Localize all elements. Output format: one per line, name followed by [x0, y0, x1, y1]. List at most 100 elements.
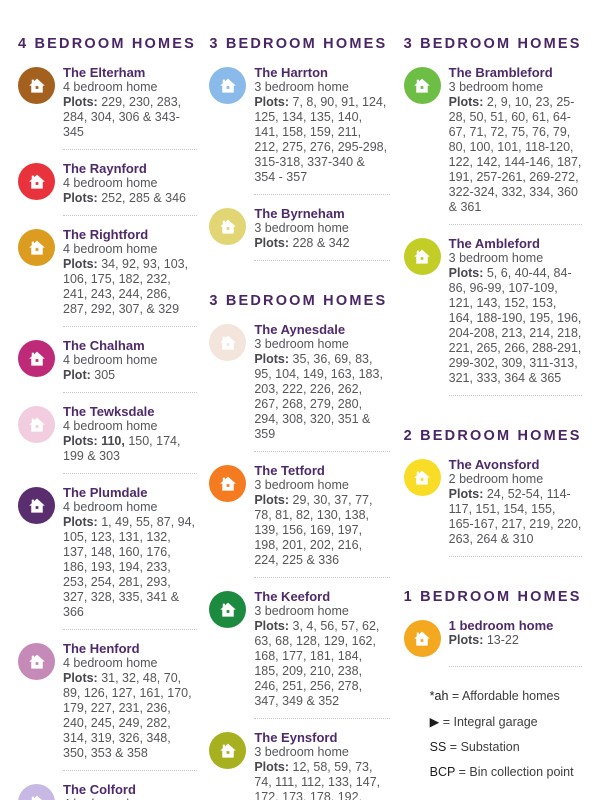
plots-label: Plots: — [254, 493, 293, 507]
home-name: The Tetford — [254, 463, 325, 478]
home-entry-the-aynesdale: The Aynesdale 3 bedroom home Plots: 35, … — [209, 322, 393, 442]
footnote: ▶ = Integral garage — [430, 714, 586, 729]
house-icon — [403, 238, 441, 275]
footnote-text: = Substation — [449, 740, 520, 754]
home-plots: Plots: 228 & 342 — [254, 236, 388, 251]
home-plots: Plots: 1, 49, 55, 87, 94, 105, 123, 131,… — [63, 515, 197, 620]
plots-label: Plots: — [448, 266, 487, 280]
plots-label: Plots: — [254, 760, 293, 774]
plots-label: Plots: — [254, 236, 293, 250]
home-name: The Keeford — [254, 589, 331, 604]
home-plots: Plots: 24, 52-54, 114-117, 151, 154, 155… — [449, 487, 583, 547]
house-icon — [403, 459, 441, 496]
home-description: 3 bedroom home — [254, 478, 349, 492]
home-name: The Avonsford — [448, 457, 540, 472]
dotted-divider — [254, 451, 390, 452]
home-entry-the-avonsford: The Avonsford 2 bedroom home Plots: 24, … — [403, 457, 586, 547]
house-icon — [18, 163, 55, 200]
column-3: 3 BEDROOM HOMES The Brambleford 3 bedroo… — [403, 36, 586, 800]
home-name: The Eynsford — [254, 730, 338, 745]
home-name: The Raynford — [63, 161, 147, 176]
home-entry-the-elterham: The Elterham 4 bedroom home Plots: 229, … — [18, 65, 201, 140]
plots-list: 305 — [94, 368, 116, 382]
plots-label: Plots: — [63, 95, 102, 109]
integral-garage-icon: ▶ — [429, 715, 443, 729]
home-description: 4 bedroom home — [63, 797, 197, 800]
home-plots: Plots: 5, 6, 40-44, 84-86, 96-99, 107-10… — [449, 266, 583, 386]
home-plots: Plots: 12, 58, 59, 73, 74, 111, 112, 133… — [254, 760, 388, 800]
home-entry-the-brambleford: The Brambleford 3 bedroom home Plots: 2,… — [403, 65, 586, 215]
footnote: SS = Substation — [430, 740, 586, 754]
dotted-divider — [448, 224, 582, 225]
section-header: 4 BEDROOM HOMES — [18, 36, 197, 52]
plots-list: 12, 58, 59, 73, 74, 111, 112, 133, 147, … — [254, 760, 381, 800]
section-header: 2 BEDROOM HOMES — [403, 428, 582, 444]
plots-list: 5, 6, 40-44, 84-86, 96-99, 107-109, 121,… — [448, 266, 582, 385]
home-description: 4 bedroom home — [63, 80, 158, 94]
home-plots: Plots: 34, 92, 93, 103, 106, 175, 182, 2… — [63, 257, 197, 317]
home-name: The Brambleford — [448, 65, 553, 80]
home-description: 4 bedroom home — [63, 419, 158, 433]
footnote-marker: SS — [429, 740, 450, 754]
home-entry-the-keeford: The Keeford 3 bedroom home Plots: 3, 4, … — [209, 589, 393, 709]
house-icon — [209, 208, 247, 245]
plots-label: Plots: — [448, 633, 487, 647]
plots-list: 1, 49, 55, 87, 94, 105, 123, 131, 132, 1… — [63, 515, 196, 619]
home-entry-the-raynford: The Raynford 4 bedroom home Plots: 252, … — [18, 161, 201, 206]
home-name: The Rightford — [63, 227, 149, 242]
plots-list: 35, 36, 69, 83, 95, 104, 149, 163, 183, … — [254, 352, 383, 441]
home-entry-1-bedroom-home: 1 bedroom home Plots: 13-22 — [403, 618, 586, 657]
plots-label: Plots: — [63, 515, 102, 529]
dotted-divider — [448, 395, 582, 396]
home-name: The Harrton — [254, 65, 328, 80]
plots-list: 34, 92, 93, 103, 106, 175, 182, 232, 241… — [63, 257, 189, 316]
home-entry-the-ambleford: The Ambleford 3 bedroom home Plots: 5, 6… — [403, 236, 586, 386]
house-icon — [18, 487, 55, 524]
house-icon — [209, 67, 247, 104]
plots-label: Plots: — [254, 619, 293, 633]
home-plots: Plot: 305 — [63, 368, 197, 383]
footnotes: *ah = Affordable homes ▶ = Integral garag… — [430, 689, 586, 779]
home-name: The Elterham — [63, 65, 146, 80]
section-header: 3 BEDROOM HOMES — [403, 36, 582, 52]
home-description: 3 bedroom home — [448, 251, 544, 265]
plots-list: 29, 30, 37, 77, 78, 81, 82, 130, 138, 13… — [254, 493, 373, 567]
footnote: *ah = Affordable homes — [430, 689, 586, 703]
dotted-divider — [254, 577, 390, 578]
section-header: 3 BEDROOM HOMES — [209, 36, 388, 52]
plots-list: 228 & 342 — [292, 236, 350, 250]
home-name: The Ambleford — [448, 236, 540, 251]
home-plots: Plots: 7, 8, 90, 91, 124, 125, 134, 135,… — [254, 95, 388, 185]
column-2: 3 BEDROOM HOMES The Harrton 3 bedroom ho… — [209, 36, 393, 800]
house-icon — [18, 643, 55, 680]
home-description: 3 bedroom home — [448, 80, 544, 94]
house-icon — [18, 406, 55, 443]
plots-label: Plots: — [254, 352, 293, 366]
home-entry-the-chalham: The Chalham 4 bedroom home Plot: 305 — [18, 338, 201, 383]
footnote-marker: *ah — [429, 689, 452, 703]
plots-label: Plot: — [63, 368, 95, 382]
dotted-divider — [63, 473, 198, 474]
house-icon — [403, 67, 441, 104]
plots-label: Plots: — [448, 95, 487, 109]
home-name: The Tewksdale — [63, 404, 155, 419]
column-1: 4 BEDROOM HOMES The Elterham 4 bedroom h… — [18, 36, 201, 800]
section-header: 1 BEDROOM HOMES — [403, 589, 582, 605]
plots-label: Plots: — [254, 95, 293, 109]
house-icon — [209, 324, 247, 361]
home-entry-the-harrton: The Harrton 3 bedroom home Plots: 7, 8, … — [209, 65, 393, 185]
home-description: 2 bedroom home — [448, 472, 544, 486]
home-description: 3 bedroom home — [254, 337, 349, 351]
home-description: 4 bedroom home — [63, 500, 158, 514]
house-icon — [18, 784, 55, 800]
home-description: 3 bedroom home — [254, 604, 349, 618]
plots-label: Plots: — [448, 487, 487, 501]
home-description: 4 bedroom home — [63, 176, 158, 190]
home-entry-the-colford: The Colford 4 bedroom home Plots: 11, 33… — [18, 782, 201, 800]
dotted-divider — [254, 260, 390, 261]
house-icon — [18, 340, 55, 377]
home-description: 3 bedroom home — [254, 80, 349, 94]
home-description: 3 bedroom home — [254, 221, 349, 235]
plots-list: 3, 4, 56, 57, 62, 63, 68, 128, 129, 162,… — [254, 619, 380, 708]
